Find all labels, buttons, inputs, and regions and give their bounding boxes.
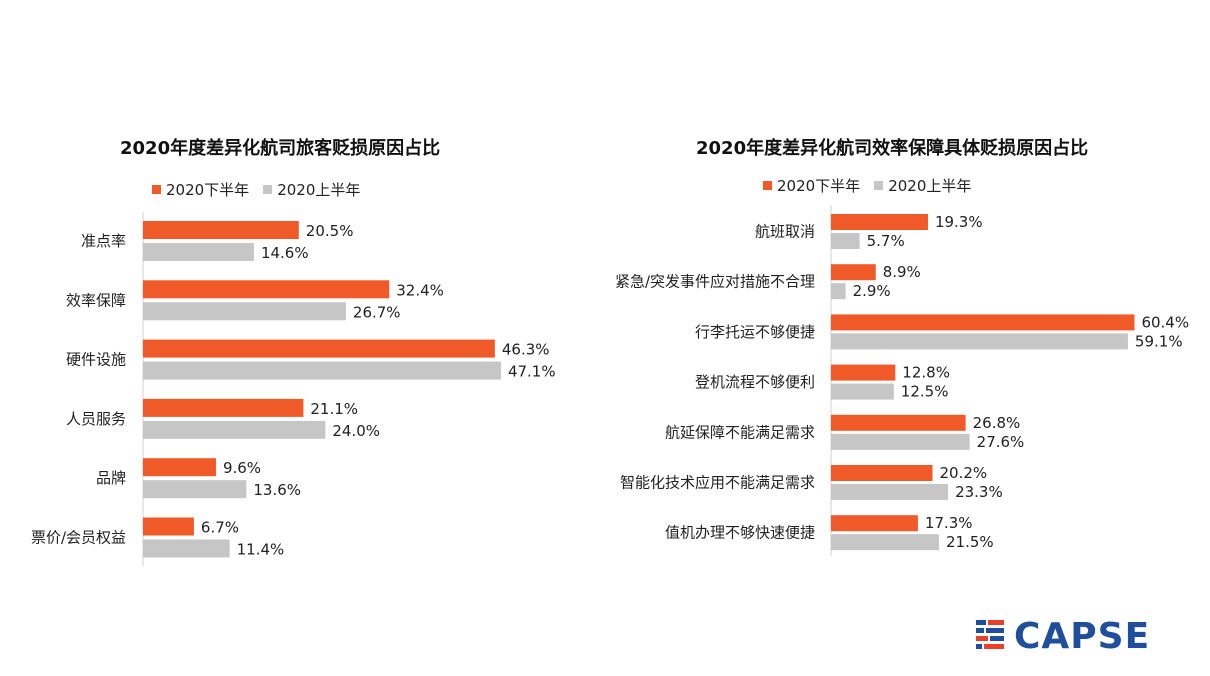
data-label: 8.9% <box>883 263 921 281</box>
left-chart-title: 2020年度差异化航司旅客贬损原因占比 <box>120 138 441 159</box>
category-label: 硬件设施 <box>66 351 126 369</box>
left-bar-chart: 准点率 20.5% 14.6% 效率保障 32.4% 26.7% 硬件设施 46.3% 47.1… <box>31 212 556 566</box>
bar-series-b <box>143 361 501 380</box>
category-label: 准点率 <box>81 232 126 250</box>
bar-series-b <box>831 233 860 249</box>
data-label: 20.2% <box>939 464 987 482</box>
bar-series-a <box>831 515 918 532</box>
bar-series-b <box>831 433 970 450</box>
category-label: 效率保障 <box>66 291 126 309</box>
data-label: 6.7% <box>201 519 239 537</box>
bar-series-b <box>143 302 346 321</box>
category-label: 紧急/突发事件应对措施不合理 <box>615 273 815 291</box>
bar-series-b <box>831 333 1128 350</box>
data-label: 32.4% <box>396 281 444 299</box>
data-label: 21.5% <box>946 533 994 551</box>
logo-text: CAPSE <box>1014 616 1150 657</box>
category-label: 品牌 <box>96 469 126 487</box>
right-chart-legend: 2020下半年 2020上半年 <box>763 175 985 196</box>
bar-series-b <box>143 539 230 558</box>
bar-series-b <box>831 484 949 500</box>
data-label: 23.3% <box>955 483 1003 501</box>
data-label: 12.8% <box>902 364 950 382</box>
legend-label-series-a: 2020下半年 <box>777 177 861 195</box>
legend-label-series-a: 2020下半年 <box>166 181 250 199</box>
category-label: 航延保障不能满足需求 <box>665 423 815 441</box>
legend-item-series-a: 2020下半年 <box>763 175 860 196</box>
bar-series-a <box>143 458 216 477</box>
legend-swatch-series-b <box>263 185 273 194</box>
category-label: 行李托运不够便捷 <box>695 323 815 341</box>
bar-series-a <box>831 364 896 381</box>
legend-swatch-series-a <box>763 181 772 190</box>
bar-series-a <box>831 214 928 230</box>
data-label: 11.4% <box>237 541 285 559</box>
data-label: 13.6% <box>253 481 301 499</box>
category-label: 航班取消 <box>755 223 815 241</box>
data-label: 20.5% <box>306 222 354 240</box>
capse-flag-logo-icon <box>976 620 1004 649</box>
bar-series-a <box>143 280 390 299</box>
data-label: 19.3% <box>935 213 983 231</box>
data-label: 21.1% <box>310 400 358 418</box>
legend-swatch-series-b <box>874 181 884 190</box>
legend-label-series-b: 2020上半年 <box>277 181 361 199</box>
data-label: 14.6% <box>261 244 309 262</box>
data-label: 12.5% <box>901 383 949 401</box>
data-label: 5.7% <box>867 232 905 250</box>
bar-series-a <box>143 339 495 358</box>
legend-label-series-b: 2020上半年 <box>888 177 972 195</box>
category-label: 人员服务 <box>66 410 126 428</box>
right-bar-chart: 航班取消 19.3% 5.7% 紧急/突发事件应对措施不合理 8.9%2.9% 行李托运不… <box>615 205 1189 556</box>
data-label: 47.1% <box>508 363 556 381</box>
data-label: 26.8% <box>973 414 1021 432</box>
legend-swatch-series-a <box>152 185 161 194</box>
legend-item-series-b: 2020上半年 <box>874 175 971 196</box>
data-label: 24.0% <box>332 422 380 440</box>
right-chart-title: 2020年度差异化航司效率保障具体贬损原因占比 <box>696 138 1089 159</box>
data-label: 27.6% <box>977 433 1025 451</box>
data-label: 60.4% <box>1141 313 1189 331</box>
bar-series-b <box>831 383 894 400</box>
data-label: 9.6% <box>223 459 261 477</box>
bar-series-a <box>831 264 876 281</box>
left-chart-legend: 2020下半年 2020上半年 <box>152 179 374 200</box>
bar-series-a <box>831 414 966 431</box>
legend-item-series-a: 2020下半年 <box>152 179 249 200</box>
data-label: 17.3% <box>925 514 973 532</box>
category-label: 值机办理不够快速便捷 <box>665 524 815 542</box>
bar-series-b <box>143 480 247 499</box>
bar-series-a <box>143 221 299 239</box>
data-label: 26.7% <box>353 303 401 321</box>
bar-series-b <box>831 283 846 300</box>
category-label: 登机流程不够便利 <box>695 373 815 391</box>
bar-series-b <box>143 420 326 439</box>
category-label: 智能化技术应用不能满足需求 <box>620 474 815 492</box>
data-label: 59.1% <box>1135 332 1183 350</box>
bar-series-a <box>831 314 1135 331</box>
data-label: 46.3% <box>502 341 550 359</box>
bar-series-b <box>831 534 940 551</box>
bar-series-b <box>143 243 254 261</box>
data-label: 2.9% <box>853 282 891 300</box>
capse-logo: CAPSE <box>976 616 1150 657</box>
bar-series-a <box>143 398 304 417</box>
bar-series-a <box>831 465 933 481</box>
category-label: 票价/会员权益 <box>31 529 126 547</box>
bar-series-a <box>143 517 194 536</box>
legend-item-series-b: 2020上半年 <box>263 179 360 200</box>
